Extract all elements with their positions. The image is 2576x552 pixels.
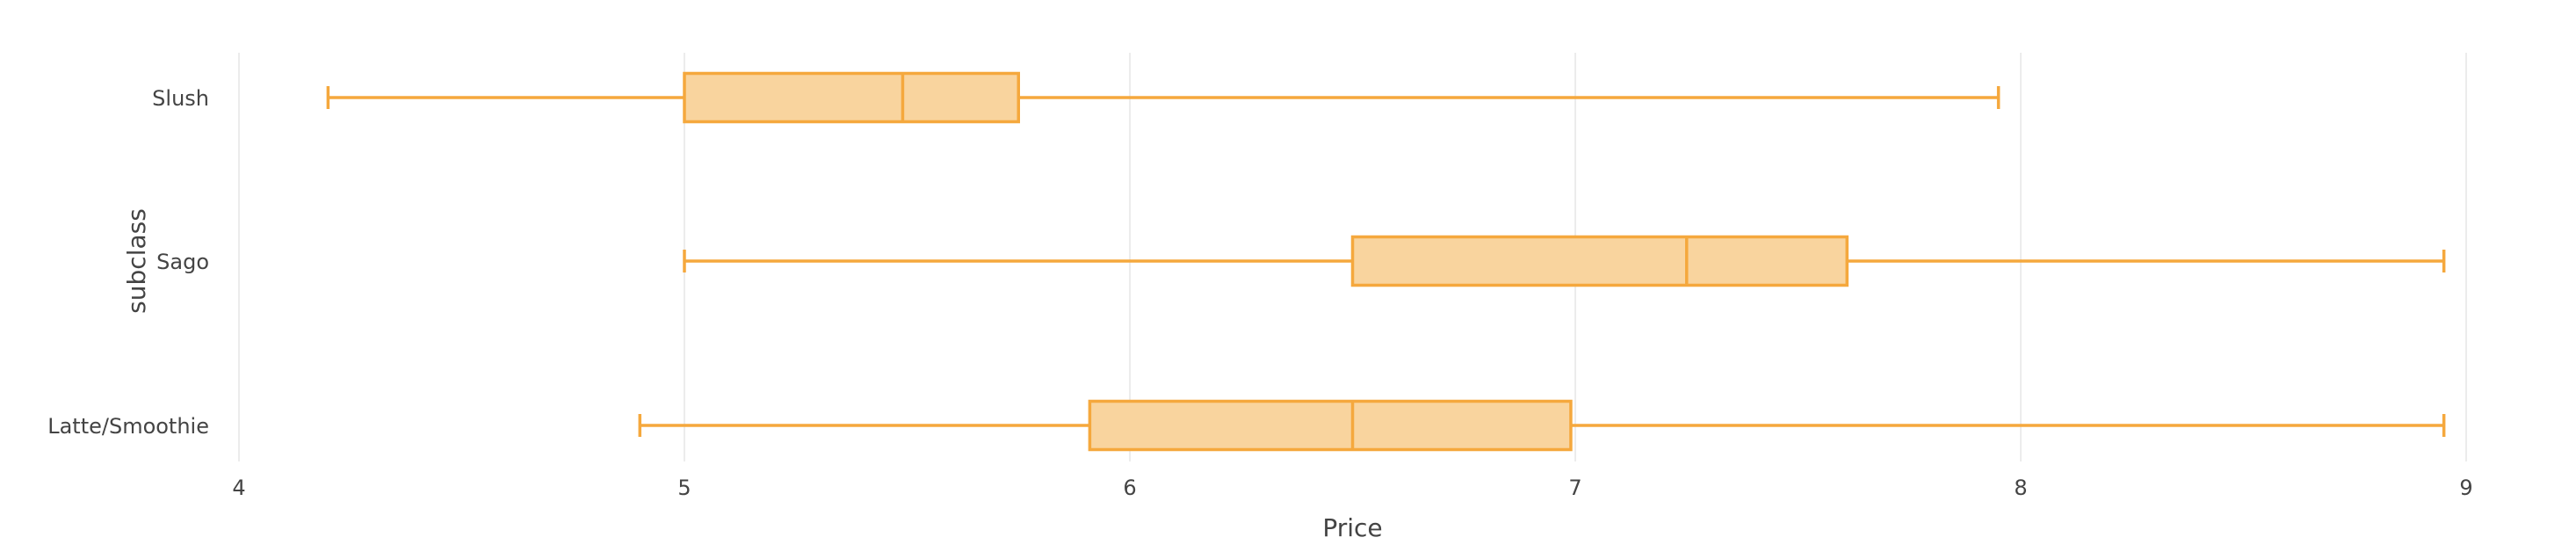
y-axis-title: subclass (122, 208, 151, 314)
y-tick-label-0: Slush (152, 86, 209, 111)
box-series (326, 71, 2446, 452)
box-iqr-1 (1350, 235, 1849, 287)
x-axis-title: Price (1322, 513, 1382, 542)
box-2 (638, 399, 2446, 452)
y-tick-label-1: Sago (156, 250, 209, 274)
x-tick-label-2: 6 (1123, 476, 1136, 500)
x-tick-label-1: 5 (677, 476, 691, 500)
x-tick-label-5: 9 (2459, 476, 2472, 500)
box-0 (326, 71, 2001, 124)
x-tick-label-3: 7 (1568, 476, 1581, 500)
box-iqr-2 (1088, 399, 1573, 452)
box-iqr-0 (683, 71, 1020, 124)
x-tick-label-4: 8 (2014, 476, 2027, 500)
y-tick-label-2: Latte/Smoothie (47, 414, 209, 439)
x-axis-ticks: 4 5 6 7 8 9 (232, 476, 2472, 500)
box-1 (683, 235, 2446, 287)
y-axis-ticks: Slush Sago Latte/Smoothie (47, 86, 209, 439)
x-tick-label-0: 4 (232, 476, 245, 500)
